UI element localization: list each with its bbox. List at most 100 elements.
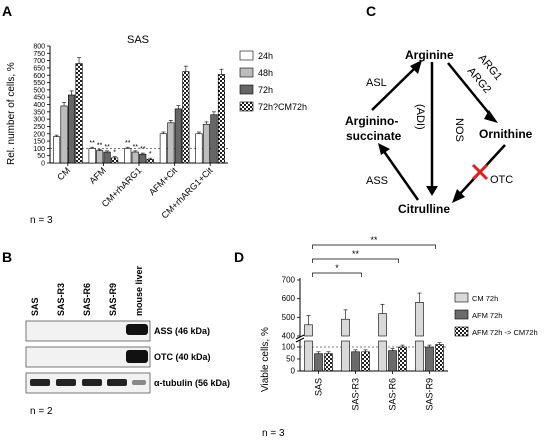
panel-a-significance: ** bbox=[140, 146, 146, 153]
arrowhead-ornithine bbox=[484, 110, 498, 123]
blot-band-tubulin-r3 bbox=[56, 379, 76, 386]
panel-a-significance: ** bbox=[125, 140, 131, 147]
arrow-asl bbox=[371, 66, 417, 111]
panel-d-axis-break-mark bbox=[295, 337, 305, 343]
panel-d-legend-swatch bbox=[454, 309, 469, 320]
panel-a-significance: ** bbox=[97, 142, 103, 149]
panel-a-bar-72h bbox=[103, 151, 111, 164]
panel-c-urea-cycle-diagram: Arginine Ornithine Citrulline Arginino- … bbox=[345, 48, 533, 216]
panel-d-bar-afm-72h-cm72h bbox=[398, 346, 407, 372]
panel-d-bar-chart: 0 50 100 400 500 600 700 SAS SAS-R3 SAS-R6 SAS-R9 *… bbox=[282, 235, 538, 411]
label-asl: ASL bbox=[366, 77, 387, 89]
panel-label-d: D bbox=[234, 249, 244, 265]
blot-band-tubulin-r9 bbox=[107, 379, 127, 386]
panel-a-bar-24h bbox=[124, 148, 132, 164]
panel-d-ylabel: Viable cells, % bbox=[260, 327, 271, 392]
panel-d-bar-cm-72h-upper bbox=[304, 324, 313, 337]
panel-d-significance-bracket bbox=[312, 272, 362, 277]
panel-d-n: n = 3 bbox=[262, 428, 285, 439]
panel-a-legend-label: 72h?CM72h bbox=[258, 102, 307, 112]
panel-a-bar-48h bbox=[167, 122, 175, 164]
arrow-ass bbox=[381, 149, 420, 201]
panel-a-ytick-label: 600 bbox=[33, 73, 45, 80]
panel-a-bar-48h bbox=[202, 123, 210, 164]
arrow-arginase bbox=[447, 62, 493, 118]
panel-a-significance: ** bbox=[89, 140, 95, 147]
panel-d-xtick-label: SAS-R9 bbox=[425, 378, 435, 411]
panel-a-bar-48h bbox=[131, 151, 139, 164]
blot-label-ass: ASS (46 kDa) bbox=[154, 326, 210, 336]
panel-a-xtick-label: AFM+Cit bbox=[147, 165, 179, 197]
panel-a-bar-24h bbox=[88, 148, 96, 164]
panel-d-legend-label: CM 72h bbox=[472, 294, 498, 303]
panel-d-significance-bracket bbox=[312, 258, 399, 263]
panel-a-bar-72h bbox=[210, 114, 218, 164]
panel-a-bar-24h bbox=[195, 133, 203, 164]
panel-a-legend-swatch bbox=[239, 67, 254, 78]
lane-label-sas-r3: SAS-R3 bbox=[56, 283, 66, 316]
label-ass: ASS bbox=[366, 175, 388, 187]
panel-d-ytick-label: 500 bbox=[282, 313, 296, 322]
panel-a-significance: * bbox=[149, 151, 152, 158]
panel-d-bar-afm-72h bbox=[425, 346, 434, 372]
node-citrulline: Citrulline bbox=[398, 202, 450, 216]
panel-a-legend-swatch bbox=[239, 84, 254, 95]
blot-label-otc: OTC (40 kDa) bbox=[154, 352, 211, 362]
panel-a-bar-72h bbox=[139, 153, 147, 164]
panel-a-legend-label: 24h bbox=[258, 51, 273, 61]
label-adi: (ADI) bbox=[414, 104, 426, 130]
panel-a-significance: ** bbox=[104, 144, 110, 151]
lane-label-sas-r6: SAS-R6 bbox=[82, 283, 92, 316]
panel-d-significance-label: ** bbox=[370, 235, 378, 245]
panel-a-ytick-label: 650 bbox=[33, 65, 45, 72]
panel-d-significance-label: * bbox=[335, 263, 339, 273]
panel-d-bar-cm-72h bbox=[378, 340, 387, 372]
panel-a-ytick-label: 800 bbox=[33, 44, 45, 51]
panel-a-ylabel: Rel. number of cells, % bbox=[6, 62, 17, 165]
panel-a-bar-72h-cm72h bbox=[217, 74, 225, 164]
panel-a-bar-72h-cm72h bbox=[75, 63, 83, 164]
panel-a-bar-chart: 0501001502002503003504004505005506006507… bbox=[33, 44, 307, 221]
panel-a-ytick-label: 50 bbox=[37, 153, 45, 160]
panel-a-legend-swatch bbox=[239, 50, 254, 61]
panel-a-bar-48h bbox=[60, 105, 68, 164]
panel-d-bar-cm-72h bbox=[341, 340, 350, 372]
arrowhead-citrulline bbox=[426, 186, 438, 196]
label-otc: OTC bbox=[490, 174, 513, 186]
panel-a-legend-swatch bbox=[239, 101, 254, 112]
panel-a-significance: * bbox=[113, 150, 116, 157]
blot-band-tubulin-liver bbox=[132, 380, 146, 385]
panel-d-bar-cm-72h bbox=[304, 340, 313, 372]
panel-a-ytick-label: 0 bbox=[41, 161, 45, 168]
panel-a-xtick-label: AFM bbox=[87, 165, 108, 186]
panel-d-bar-cm-72h-upper bbox=[378, 313, 387, 337]
blocked-x-icon bbox=[471, 163, 489, 181]
blot-strip-ass bbox=[25, 320, 151, 342]
panel-d-legend-label: AFM 72h bbox=[472, 311, 502, 320]
panel-a-significance: ** bbox=[133, 144, 139, 151]
panel-a-legend-label: 72h bbox=[258, 85, 273, 95]
panel-a-bar-72h-cm72h bbox=[111, 157, 119, 164]
panel-d-xtick-label: SAS bbox=[314, 378, 324, 396]
panel-label-a: A bbox=[2, 3, 12, 19]
blot-band-tubulin-r6 bbox=[82, 379, 102, 386]
panel-a-ytick-label: 550 bbox=[33, 80, 45, 87]
blot-band-tubulin-sas bbox=[30, 379, 50, 386]
panel-d-ytick-label: 50 bbox=[286, 355, 295, 364]
panel-d-legend-swatch bbox=[454, 326, 469, 337]
panel-d-bar-afm-72h-cm72h bbox=[435, 344, 444, 372]
panel-d-ytick-label: 400 bbox=[282, 332, 296, 341]
panel-d-ytick-label: 100 bbox=[282, 343, 296, 352]
panel-label-b: B bbox=[2, 249, 12, 265]
panel-d-xtick-label: SAS-R6 bbox=[388, 378, 398, 411]
lane-label-sas-r9: SAS-R9 bbox=[108, 283, 118, 316]
panel-d-legend-swatch bbox=[454, 292, 469, 303]
panel-b-western-blot: SAS SAS-R3 SAS-R6 SAS-R9 mouse liver ASS… bbox=[25, 265, 230, 417]
panel-a-ytick-label: 250 bbox=[33, 124, 45, 131]
panel-d-legend-label: AFM 72h -> CM72h bbox=[472, 328, 538, 337]
panel-a-ytick-label: 150 bbox=[33, 139, 45, 146]
panel-a-bar-72h-cm72h bbox=[182, 71, 190, 164]
panel-d-bar-afm-72h bbox=[314, 353, 323, 372]
panel-a-ytick-label: 450 bbox=[33, 95, 45, 102]
